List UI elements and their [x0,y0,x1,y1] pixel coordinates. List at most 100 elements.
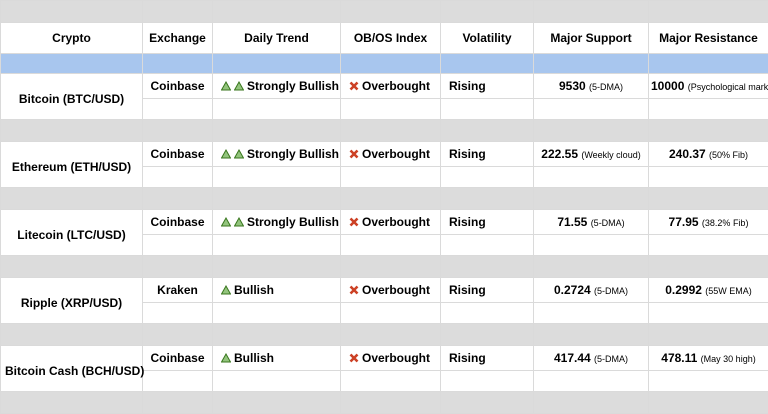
exchange: Coinbase [143,210,213,235]
crypto-name: Litecoin (LTC/USD) [1,210,143,256]
support: 0.2724 [554,283,591,297]
support-note: (5-DMA) [591,218,625,228]
trend-icon [234,149,244,159]
trend-cell: Bullish [213,346,341,371]
resistance-cell: 478.11 (May 30 high) [649,346,768,371]
resistance: 240.37 [669,147,706,161]
resistance: 10000 [651,79,684,93]
resistance-cell: 10000 (Psychological mark) [649,74,768,99]
support: 9530 [559,79,586,93]
trend-icon [221,149,231,159]
support: 71.55 [557,215,587,229]
crypto-name: Ripple (XRP/USD) [1,278,143,324]
trend-icon [234,81,244,91]
trend: Bullish [234,283,274,297]
overbought-icon [349,285,359,295]
support-note: (5-DMA) [589,82,623,92]
volatility: Rising [441,74,534,99]
header-cell: Exchange [143,23,213,54]
exchange: Coinbase [143,346,213,371]
trend-cell: Strongly Bullish [213,74,341,99]
volatility: Rising [441,142,534,167]
exchange: Coinbase [143,142,213,167]
resistance-note: (38.2% Fib) [702,218,749,228]
trend: Bullish [234,351,274,365]
overbought-icon [349,217,359,227]
index-cell: Overbought [341,346,441,371]
overbought-icon [349,81,359,91]
trend: Strongly Bullish [247,147,339,161]
resistance: 478.11 [661,351,697,365]
exchange: Kraken [143,278,213,303]
index: Overbought [362,351,430,365]
index-cell: Overbought [341,142,441,167]
support-note: (Weekly cloud) [581,150,640,160]
header-cell: Major Resistance [649,23,768,54]
resistance: 0.2992 [665,283,702,297]
trend-cell: Bullish [213,278,341,303]
trend-icon [234,217,244,227]
resistance-note: (May 30 high) [701,354,756,364]
exchange: Coinbase [143,74,213,99]
resistance: 77.95 [669,215,699,229]
support: 417.44 [554,351,591,365]
overbought-icon [349,353,359,363]
support-note: (5-DMA) [594,354,628,364]
trend-icon [221,81,231,91]
support-cell: 0.2724 (5-DMA) [534,278,649,303]
support-cell: 71.55 (5-DMA) [534,210,649,235]
index-cell: Overbought [341,210,441,235]
resistance-cell: 77.95 (38.2% Fib) [649,210,768,235]
index-cell: Overbought [341,74,441,99]
spacer-row [1,256,768,278]
resistance-note: (55W EMA) [705,286,752,296]
spacer-row [1,1,768,23]
trend-cell: Strongly Bullish [213,210,341,235]
header-cell: Daily Trend [213,23,341,54]
support: 222.55 [541,147,578,161]
spacer-row [1,324,768,346]
resistance-cell: 240.37 (50% Fib) [649,142,768,167]
resistance-note: (50% Fib) [709,150,748,160]
resistance-cell: 0.2992 (55W EMA) [649,278,768,303]
trend: Strongly Bullish [247,215,339,229]
trend-cell: Strongly Bullish [213,142,341,167]
overbought-icon [349,149,359,159]
header-cell: Volatility [441,23,534,54]
index: Overbought [362,79,430,93]
index: Overbought [362,283,430,297]
support-cell: 417.44 (5-DMA) [534,346,649,371]
support-cell: 9530 (5-DMA) [534,74,649,99]
index: Overbought [362,215,430,229]
spacer-row [1,188,768,210]
trend-icon [221,285,231,295]
trend-icon [221,217,231,227]
volatility: Rising [441,346,534,371]
trend: Strongly Bullish [247,79,339,93]
crypto-name: Ethereum (ETH/USD) [1,142,143,188]
resistance-note: (Psychological mark) [688,82,768,92]
volatility: Rising [441,210,534,235]
spacer-row [1,120,768,142]
header-cell: Major Support [534,23,649,54]
volatility: Rising [441,278,534,303]
support-cell: 222.55 (Weekly cloud) [534,142,649,167]
crypto-name: Bitcoin (BTC/USD) [1,74,143,120]
header-row: Crypto Exchange Daily Trend OB/OS Index … [1,23,768,54]
trend-icon [221,353,231,363]
header-cell: Crypto [1,23,143,54]
header-cell: OB/OS Index [341,23,441,54]
index: Overbought [362,147,430,161]
crypto-name: Bitcoin Cash (BCH/USD) [1,346,143,392]
blue-row [1,54,768,74]
support-note: (5-DMA) [594,286,628,296]
index-cell: Overbought [341,278,441,303]
spacer-row [1,392,768,414]
